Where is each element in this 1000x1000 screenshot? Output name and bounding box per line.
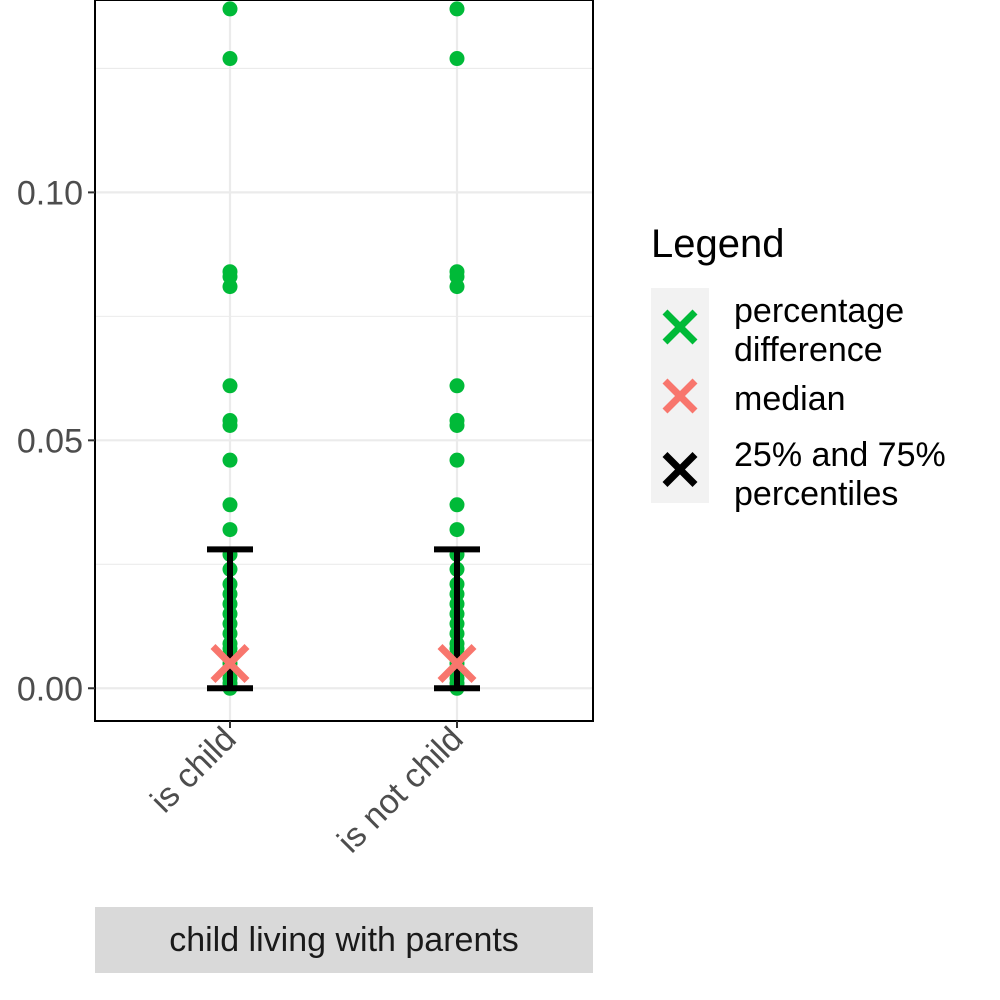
data-point <box>449 279 465 295</box>
data-point <box>449 497 465 513</box>
legend: Legend percentage difference median 25% and… <box>651 222 946 513</box>
legend-item-label-line: difference <box>734 331 883 369</box>
y-tick-label: 0.10 <box>17 174 83 212</box>
panel-border <box>94 0 594 722</box>
legend-title: Legend <box>651 222 784 266</box>
legend-item-label-line: 25% and 75% <box>734 436 946 474</box>
data-point <box>222 452 238 468</box>
legend-key-stroke <box>662 378 698 414</box>
y-tick-label: 0.05 <box>17 422 83 460</box>
y-tick-label: 0.00 <box>17 670 83 708</box>
data-point <box>449 1 465 17</box>
data-point <box>449 417 465 433</box>
median-marker <box>210 644 250 683</box>
data-point <box>222 522 238 538</box>
data-point <box>449 378 465 394</box>
facet-strip-label: child living with parents <box>169 921 519 959</box>
legend-key-stroke <box>662 309 698 345</box>
x-tick-label: is child <box>143 720 243 820</box>
legend-key-cross-icon <box>662 452 698 487</box>
median-marker-stroke <box>210 644 250 683</box>
median-marker <box>437 644 477 683</box>
legend-key-cross-icon <box>662 309 698 345</box>
data-point <box>222 497 238 513</box>
data-point <box>222 1 238 17</box>
data-point <box>222 279 238 295</box>
x-tick-label: is not child <box>330 720 470 860</box>
data-point <box>449 452 465 468</box>
legend-key-stroke <box>662 452 698 487</box>
data-point <box>449 522 465 538</box>
data-point <box>222 51 238 67</box>
median-marker-stroke <box>437 644 477 683</box>
grid-lines <box>95 0 593 721</box>
data-point <box>449 51 465 67</box>
data-point <box>222 378 238 394</box>
legend-item-label: percentage difference <box>734 292 904 369</box>
legend-item-label: 25% and 75% percentiles <box>734 436 946 513</box>
facet-strip: child living with parents <box>95 907 593 973</box>
legend-item-label-line: percentiles <box>734 475 898 513</box>
legend-key-cross-icon <box>662 378 698 414</box>
plot-marks <box>207 1 480 696</box>
data-point <box>222 417 238 433</box>
axes: 0.00 0.05 0.10 is child is not child <box>17 174 471 860</box>
legend-item-label-line: percentage <box>734 292 904 330</box>
facet-strip-background <box>95 907 593 973</box>
legend-item-label-line: median <box>734 380 846 418</box>
legend-item-label: median <box>734 380 846 418</box>
